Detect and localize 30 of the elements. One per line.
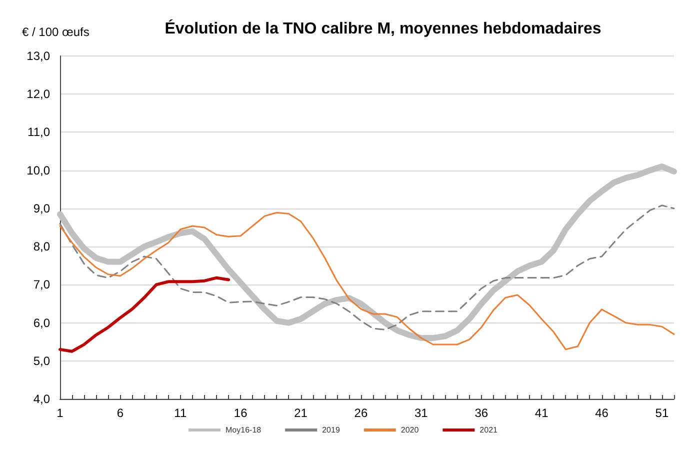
y-tick-label: 6,0 — [33, 316, 50, 330]
x-tick-label: 11 — [174, 406, 187, 420]
chart-title: Évolution de la TNO calibre M, moyennes hebdomadaires — [164, 18, 602, 38]
x-tick-label: 21 — [294, 406, 308, 420]
y-tick-label: 5,0 — [33, 354, 50, 368]
x-tick-label: 41 — [534, 406, 549, 420]
line-series — [59, 212, 675, 350]
y-tick-label: 11,0 — [28, 125, 50, 140]
x-tick-label: 36 — [474, 406, 488, 420]
x-tick-label: 26 — [354, 406, 368, 420]
line-series — [59, 204, 675, 330]
x-tick-label: 51 — [655, 406, 669, 420]
y-tick-label: 12,0 — [26, 87, 50, 102]
legend-label: Moy16-18 — [226, 426, 262, 434]
y-tick-label: 8,0 — [33, 240, 50, 254]
y-tick-label: 10,0 — [26, 163, 50, 178]
legend-label: 2019 — [322, 426, 340, 434]
y-tick-label: 4,0 — [33, 392, 50, 406]
y-tick-label: 13,0 — [26, 49, 50, 63]
y-axis-title: € / 100 œufs — [22, 25, 90, 39]
line-series — [58, 276, 230, 353]
x-tick-label: 6 — [116, 406, 124, 420]
x-tick-label: 16 — [234, 406, 248, 420]
legend-label: 2021 — [480, 426, 498, 434]
x-tick-label: 1 — [56, 406, 64, 420]
y-tick-label: 9,0 — [33, 201, 50, 216]
legend-label: 2020 — [400, 426, 420, 434]
y-tick-label: 7,0 — [33, 278, 50, 292]
x-tick-label: 46 — [595, 406, 609, 420]
x-tick-label: 31 — [414, 406, 428, 420]
